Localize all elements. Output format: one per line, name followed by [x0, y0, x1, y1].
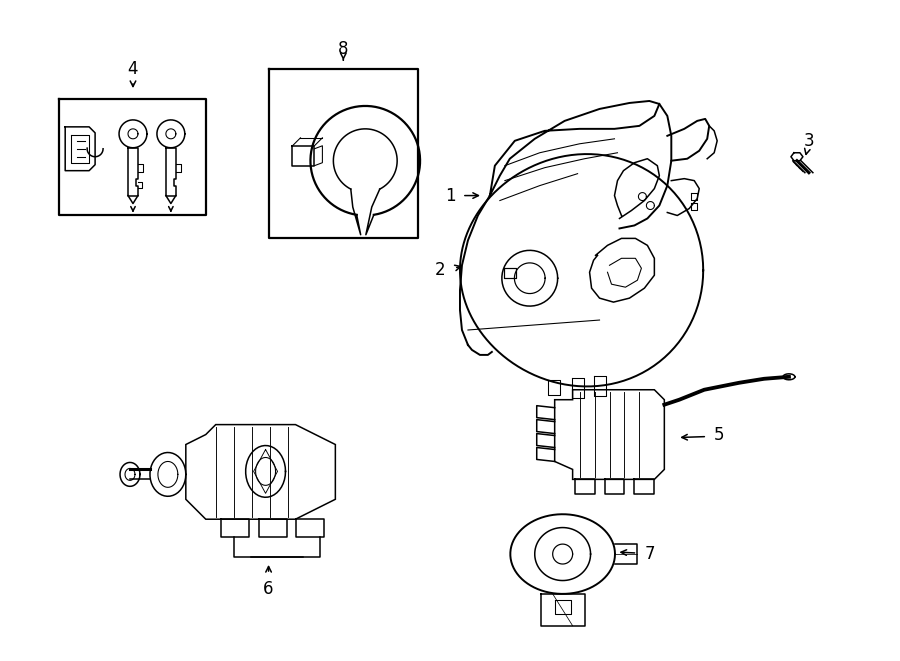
Text: 8: 8: [338, 40, 348, 58]
Text: 5: 5: [714, 426, 724, 444]
Text: 3: 3: [804, 132, 814, 150]
Polygon shape: [554, 390, 664, 479]
Text: 4: 4: [128, 60, 139, 78]
Text: 6: 6: [264, 580, 274, 598]
Text: 2: 2: [435, 261, 446, 279]
Polygon shape: [185, 424, 336, 519]
Text: 1: 1: [445, 186, 455, 204]
Text: 7: 7: [644, 545, 654, 563]
